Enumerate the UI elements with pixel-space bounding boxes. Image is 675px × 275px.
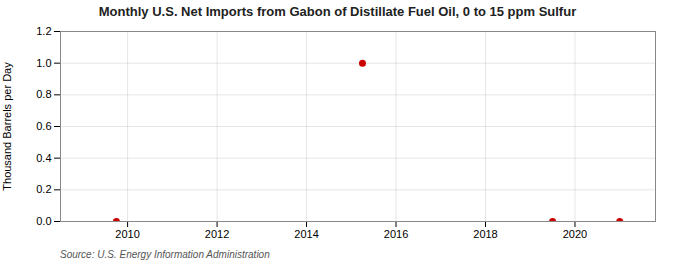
svg-text:2018: 2018 [473,228,497,240]
svg-text:0.2: 0.2 [36,183,51,195]
svg-text:1.0: 1.0 [36,57,51,69]
html-text:Monthly U.S. Net Imports from: Monthly U.S. Net Imports from Gabon of D… [98,4,577,19]
svg-text:1.2: 1.2 [36,25,51,37]
svg-text:0.0: 0.0 [36,215,51,227]
svg-text:2014: 2014 [294,228,318,240]
html-text:Source: U.S. Energy Informatio: Source: U.S. Energy Information Administ… [60,249,270,260]
svg-text:0.4: 0.4 [36,152,51,164]
svg-text:Thousand Barrels per Day: Thousand Barrels per Day [1,62,13,191]
svg-text:0.8: 0.8 [36,88,51,100]
svg-text:2020: 2020 [563,228,587,240]
svg-text:0.6: 0.6 [36,120,51,132]
svg-text:2016: 2016 [384,228,408,240]
svg-text:2010: 2010 [115,228,139,240]
svg-text:2012: 2012 [205,228,229,240]
